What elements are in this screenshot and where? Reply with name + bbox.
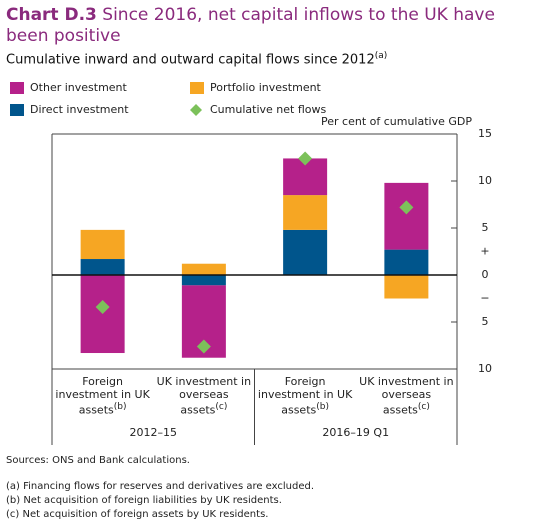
legend-label: Cumulative net flows <box>210 103 326 116</box>
chart-title: Chart D.3 Since 2016, net capital inflow… <box>6 5 536 47</box>
legend-swatch <box>10 104 24 116</box>
x-tick-label: Foreign investment in UK assets(b) <box>257 375 353 417</box>
category-note: (b) <box>113 402 127 412</box>
bar-segment <box>283 195 328 230</box>
positive-label: + <box>480 245 489 258</box>
bar-segment <box>283 229 328 275</box>
y-tick-label: 15 <box>478 127 492 140</box>
negative-label: − <box>480 292 489 305</box>
legend-swatch <box>190 82 204 94</box>
bar-segment <box>384 249 429 275</box>
chart-number: Chart D.3 <box>6 5 97 25</box>
legend-label: Other investment <box>30 81 128 94</box>
subtitle-note: (a) <box>374 51 388 61</box>
y-tick-label: 5 <box>482 221 489 234</box>
category-text: Foreign investment in UK assets <box>257 375 353 417</box>
legend-label: Portfolio investment <box>210 81 322 94</box>
title-text: Since 2016, net capital inflows to the U… <box>6 5 495 46</box>
category-text: UK investment in overseas assets <box>359 375 454 417</box>
y-tick-label: 5 <box>482 315 489 328</box>
bar-segment <box>80 259 125 275</box>
x-tick-label: UK investment in overseas assets(c) <box>156 375 252 417</box>
category-note: (c) <box>215 402 228 412</box>
y-axis-label: Per cent of cumulative GDP <box>321 115 472 128</box>
net-flow-marker <box>399 200 414 215</box>
footnote: (b) Net acquisition of foreign liabiliti… <box>6 495 282 506</box>
bar-segment <box>384 275 429 299</box>
x-tick-label: UK investment in overseas assets(c) <box>358 375 454 417</box>
category-note: (b) <box>316 402 329 412</box>
group-label: 2012–15 <box>129 426 178 439</box>
y-tick-label: 10 <box>478 362 492 375</box>
subtitle: Cumulative inward and outward capital fl… <box>6 51 387 67</box>
bar-segment <box>181 263 226 275</box>
legend-swatch <box>10 82 24 94</box>
category-text: UK investment in overseas assets <box>156 375 252 417</box>
bar-segment <box>181 275 226 286</box>
bar-segment <box>80 229 125 260</box>
net-flow-marker <box>196 339 211 354</box>
category-note: (c) <box>417 402 430 412</box>
legend-swatch <box>190 104 202 116</box>
group-label: 2016–19 Q1 <box>322 426 390 439</box>
sources: Sources: ONS and Bank calculations. <box>6 455 190 466</box>
y-tick-label: 10 <box>478 174 492 187</box>
footnote: (c) Net acquisition of foreign assets by… <box>6 509 269 520</box>
y-tick-label: 0 <box>482 268 489 281</box>
bar-segment <box>384 182 429 250</box>
net-flow-marker <box>298 151 313 166</box>
x-tick-label: Foreign investment in UK assets(b) <box>55 375 151 417</box>
bar-segment <box>80 275 125 354</box>
footnote: (a) Financing flows for reserves and der… <box>6 481 315 492</box>
category-text: Foreign investment in UK assets <box>55 375 150 417</box>
net-flow-marker <box>95 299 110 314</box>
subtitle-text: Cumulative inward and outward capital fl… <box>6 52 375 68</box>
legend-label: Direct investment <box>30 103 129 116</box>
